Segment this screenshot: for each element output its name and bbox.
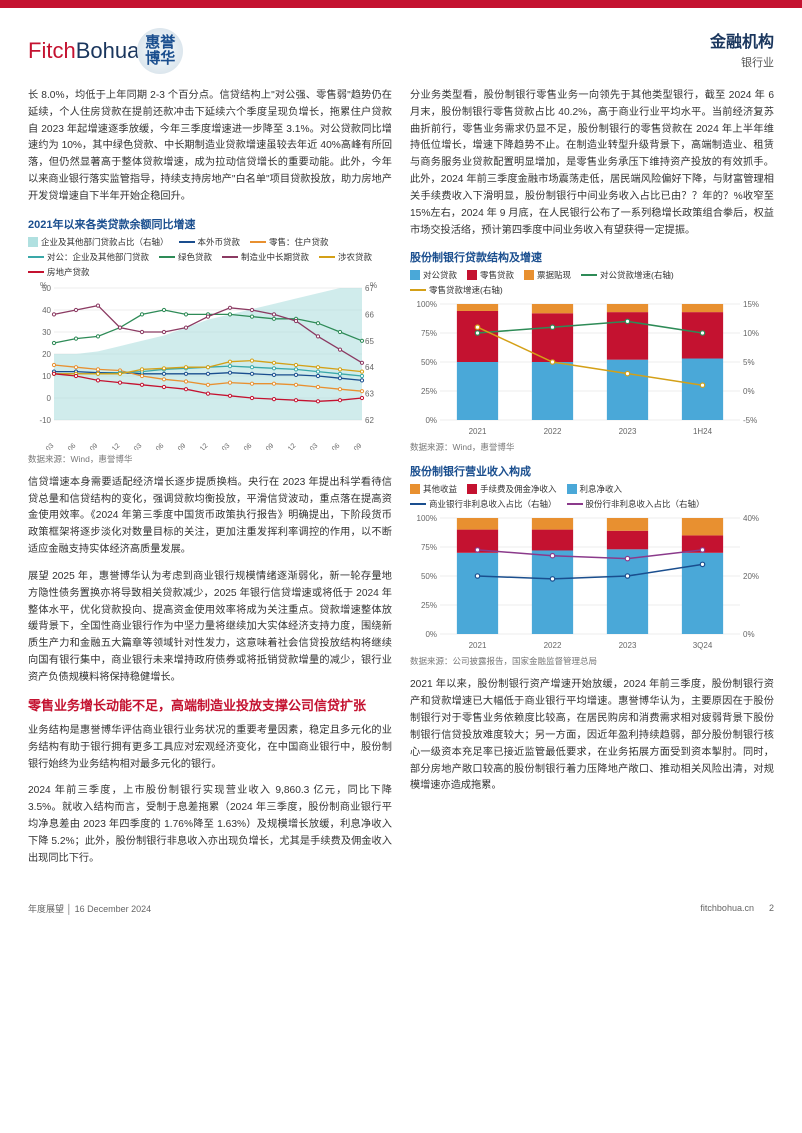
svg-text:1H24: 1H24 — [693, 427, 713, 436]
svg-text:2021: 2021 — [469, 641, 487, 650]
svg-text:25%: 25% — [421, 601, 437, 610]
para: 长 8.0%，均低于上年同期 2-3 个百分点。信贷结构上"对公强、零售弱"趋势… — [28, 88, 392, 206]
svg-text:0%: 0% — [743, 630, 755, 639]
chart-legend: 企业及其他部门贷款占比（右轴）本外币贷款零售：住户贷款对公：企业及其他部门贷款绿… — [28, 236, 392, 278]
svg-text:100%: 100% — [417, 300, 437, 309]
chart-title: 2021年以来各类贷款余额同比增速 — [28, 216, 392, 232]
svg-text:50%: 50% — [421, 358, 437, 367]
svg-text:75%: 75% — [421, 543, 437, 552]
svg-text:2024-09: 2024-09 — [340, 442, 363, 450]
svg-text:40: 40 — [42, 306, 51, 315]
chart-loan-growth: 2021年以来各类贷款余额同比增速 企业及其他部门贷款占比（右轴）本外币贷款零售… — [28, 216, 392, 465]
chart-source: 数据来源：Wind，惠誉博华 — [410, 441, 774, 453]
chart-title: 股份制银行营业收入构成 — [410, 463, 774, 479]
page-header: FitchBohua 惠誉 博华 金融机构 银行业 — [28, 28, 774, 74]
para: 业务结构是惠誉博华评估商业银行业务状况的重要考量因素，稳定且多元化的业务结构有助… — [28, 723, 392, 773]
chart-canvas: 0% 25% 50% 75% 100% -5% 0% 5% 10% 15% 2021 2022 2023… — [410, 298, 774, 438]
svg-text:2022: 2022 — [544, 641, 562, 650]
svg-text:50%: 50% — [421, 572, 437, 581]
chart-revenue-mix: 股份制银行营业收入构成 其他收益手续费及佣金净收入利息净收入商业银行非利息收入占… — [410, 463, 774, 667]
logo-bohua: Bohua — [76, 38, 140, 63]
para: 展望 2025 年，惠誉博华认为考虑到商业银行规模情绪逐渐弱化，新一轮存量地方隐… — [28, 569, 392, 687]
chart-title: 股份制银行贷款结构及增速 — [410, 249, 774, 265]
svg-text:15%: 15% — [743, 300, 759, 309]
svg-text:0%: 0% — [425, 416, 437, 425]
svg-text:0: 0 — [47, 394, 52, 403]
svg-text:2023-12: 2023-12 — [274, 442, 297, 450]
para: 2021 年以来，股份制银行资产增速开始放缓，2024 年前三季度，股份制银行资… — [410, 677, 774, 795]
svg-text:2021-12: 2021-12 — [98, 442, 121, 450]
svg-text:0%: 0% — [425, 630, 437, 639]
logo-cn-circle: 惠誉 博华 — [137, 28, 183, 74]
footer-left: 年度展望 │ 16 December 2024 — [28, 902, 151, 915]
right-column: 分业务类型看，股份制银行零售业务一向领先于其他类型银行，截至 2024 年 6 … — [410, 88, 774, 878]
svg-text:62: 62 — [365, 416, 374, 425]
svg-text:2021-03: 2021-03 — [32, 442, 55, 450]
svg-text:2022-09: 2022-09 — [164, 442, 187, 450]
svg-text:63: 63 — [365, 389, 374, 398]
svg-text:40%: 40% — [743, 514, 759, 523]
svg-text:%: % — [40, 281, 47, 290]
svg-text:20%: 20% — [743, 572, 759, 581]
svg-text:65: 65 — [365, 337, 374, 346]
logo: FitchBohua 惠誉 博华 — [28, 28, 183, 74]
svg-text:2023-03: 2023-03 — [208, 442, 231, 450]
chart-legend: 对公贷款零售贷款票据贴现对公贷款增速(右轴)零售贷款增速(右轴) — [410, 269, 774, 296]
para: 分业务类型看，股份制银行零售业务一向领先于其他类型银行，截至 2024 年 6 … — [410, 88, 774, 239]
svg-text:2022-03: 2022-03 — [120, 442, 143, 450]
chart-canvas: -1001020304050626364656667%%2021-032021-… — [28, 280, 392, 450]
logo-fitch: Fitch — [28, 38, 76, 63]
svg-text:2023: 2023 — [619, 641, 637, 650]
page-number: 2 — [769, 903, 774, 913]
doc-subcategory: 银行业 — [710, 54, 774, 70]
svg-text:2021: 2021 — [469, 427, 487, 436]
footer-url: fitchbohua.cn — [700, 903, 754, 913]
svg-text:10: 10 — [42, 372, 51, 381]
doc-category: 金融机构 — [710, 28, 774, 52]
svg-text:5%: 5% — [743, 358, 755, 367]
svg-text:%: % — [370, 281, 377, 290]
svg-text:64: 64 — [365, 363, 374, 372]
svg-text:25%: 25% — [421, 387, 437, 396]
svg-text:-10: -10 — [39, 416, 51, 425]
svg-text:2022: 2022 — [544, 427, 562, 436]
svg-text:2024-06: 2024-06 — [318, 442, 341, 450]
para: 信贷增速本身需要适配经济增长逐步提质换档。央行在 2023 年提出科学看待信贷总… — [28, 475, 392, 559]
svg-text:2024-03: 2024-03 — [296, 442, 319, 450]
chart-source: 数据来源：Wind，惠誉博华 — [28, 453, 392, 465]
left-column: 长 8.0%，均低于上年同期 2-3 个百分点。信贷结构上"对公强、零售弱"趋势… — [28, 88, 392, 878]
chart-canvas: 0% 25% 50% 75% 100% 0% 20% 40% 2021 2022 2023 3Q24 — [410, 512, 774, 652]
svg-text:3Q24: 3Q24 — [693, 641, 713, 650]
svg-text:2022-12: 2022-12 — [186, 442, 209, 450]
svg-text:10%: 10% — [743, 329, 759, 338]
svg-text:2023: 2023 — [619, 427, 637, 436]
svg-text:-5%: -5% — [743, 416, 757, 425]
chart-legend: 其他收益手续费及佣金净收入利息净收入商业银行非利息收入占比（右轴）股份行非利息收… — [410, 483, 774, 510]
svg-text:2023-09: 2023-09 — [252, 442, 275, 450]
chart-loan-structure: 股份制银行贷款结构及增速 对公贷款零售贷款票据贴现对公贷款增速(右轴)零售贷款增… — [410, 249, 774, 453]
svg-text:75%: 75% — [421, 329, 437, 338]
svg-text:20: 20 — [42, 350, 51, 359]
chart-source: 数据来源：公司披露报告，国家金融监督管理总局 — [410, 655, 774, 667]
svg-text:100%: 100% — [417, 514, 437, 523]
svg-text:2022-06: 2022-06 — [142, 442, 165, 450]
svg-text:2021-09: 2021-09 — [76, 442, 99, 450]
page-footer: 年度展望 │ 16 December 2024 fitchbohua.cn 2 — [28, 896, 774, 915]
svg-text:0%: 0% — [743, 387, 755, 396]
header-right: 金融机构 银行业 — [710, 28, 774, 70]
svg-text:66: 66 — [365, 310, 374, 319]
para: 2024 年前三季度，上市股份制银行实现营业收入 9,860.3 亿元，同比下降… — [28, 783, 392, 867]
svg-text:2021-06: 2021-06 — [54, 442, 77, 450]
svg-text:30: 30 — [42, 328, 51, 337]
section-heading: 零售业务增长动能不足，高端制造业投放支撑公司信贷扩张 — [28, 697, 392, 715]
svg-text:2023-06: 2023-06 — [230, 442, 253, 450]
